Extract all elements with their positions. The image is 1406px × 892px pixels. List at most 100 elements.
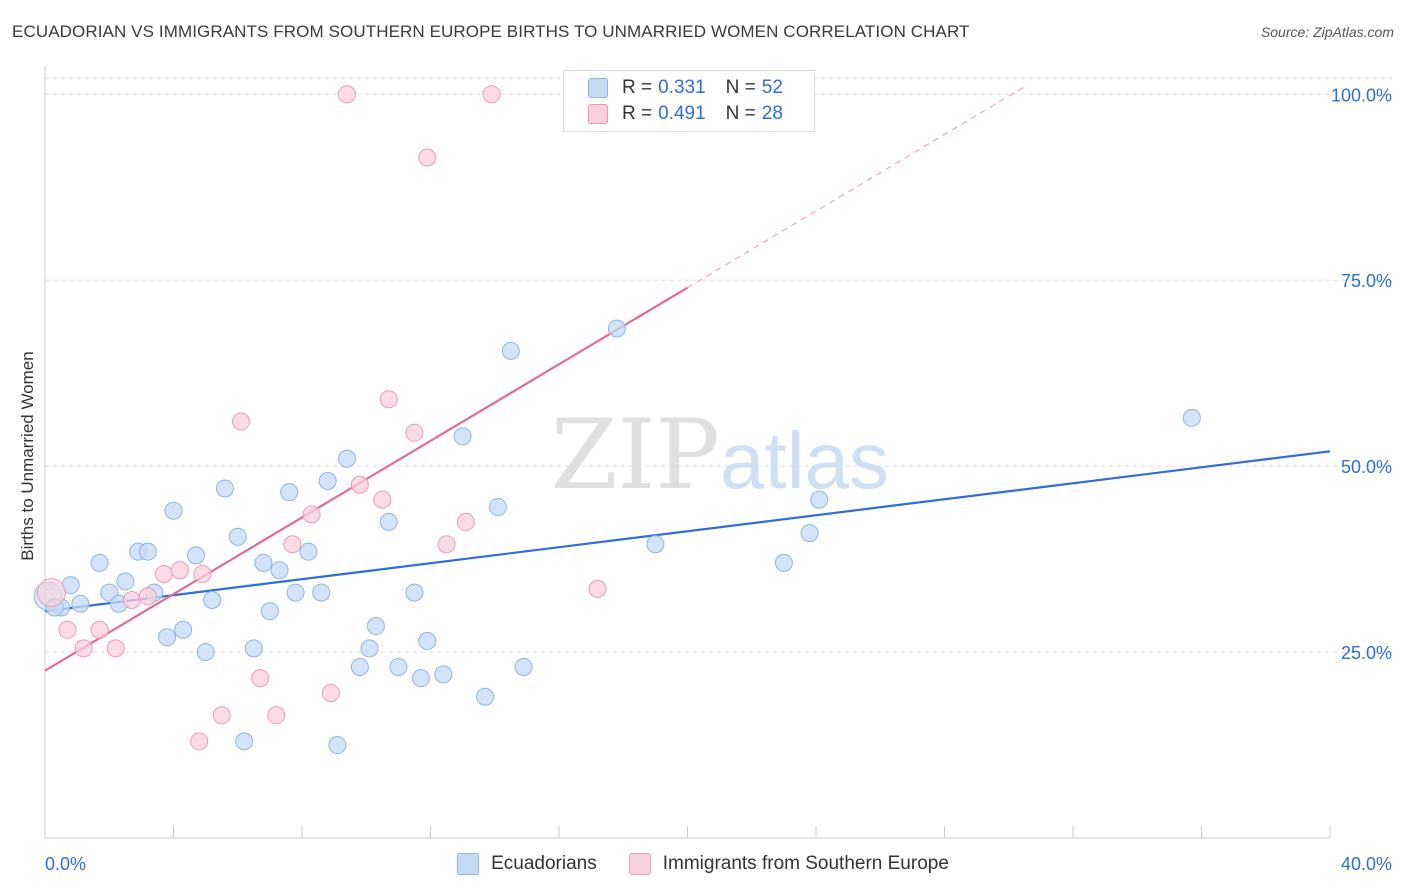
point-pink [379,390,398,409]
point-pink [283,535,302,554]
point-blue [646,535,665,554]
point-pink [418,148,437,167]
point-blue [810,490,829,509]
point-pink [251,669,270,688]
point-pink [36,578,66,608]
point-blue [71,594,90,613]
axes [44,66,1331,839]
point-blue [405,583,424,602]
point-pink [122,591,141,610]
point-blue [280,483,299,502]
legend-item-ecuadorians[interactable]: Ecuadorians [457,853,597,875]
n-value: 28 [761,103,783,124]
point-pink [138,587,157,606]
point-blue [318,472,337,491]
x-tick-label: 0.0% [45,854,86,874]
point-pink [321,683,340,702]
data-points [33,85,1201,755]
point-blue [476,687,495,706]
point-pink [337,85,356,104]
point-pink [231,412,250,431]
point-pink [437,535,456,554]
blue-swatch [588,78,608,98]
point-blue [453,427,472,446]
point-blue [260,602,279,621]
point-blue [337,449,356,468]
legend-label: Immigrants from Southern Europe [662,853,949,874]
point-pink [193,564,212,583]
point-pink [405,423,424,442]
trend-lines [44,86,1331,672]
y-tick-label: 75.0% [1341,271,1392,291]
point-pink [350,475,369,494]
gridlines [45,77,1392,653]
n-value: 52 [761,77,783,98]
r-label: R = [622,103,653,124]
point-blue [434,665,453,684]
watermark-zip: ZIP [551,399,720,511]
point-blue [328,736,347,755]
point-blue [411,669,430,688]
point-pink [212,706,231,725]
blue-swatch [457,853,480,875]
point-blue [360,639,379,658]
point-blue [350,657,369,676]
point-pink [456,512,475,531]
point-pink [58,620,77,639]
point-blue [312,583,331,602]
point-pink [90,620,109,639]
point-blue [138,542,157,561]
point-blue [244,639,263,658]
y-tick-label: 50.0% [1341,457,1392,477]
point-blue [418,631,437,650]
point-pink [588,579,607,598]
point-blue [235,732,254,751]
point-pink [106,639,125,658]
n-label: N = [725,77,756,98]
watermark-atlas: atlas [720,416,889,505]
point-pink [267,706,286,725]
trend-line-blue [44,450,1331,613]
point-pink [302,505,321,524]
stats-legend: R = 0.331 N = 52 R = 0.491 N = 28 [563,70,815,132]
point-blue [254,553,273,572]
source-note: Source: ZipAtlas.com [1260,24,1394,40]
point-blue [186,546,205,565]
point-blue [286,583,305,602]
point-blue [389,657,408,676]
x-tick-label: 40.0% [1341,854,1392,874]
legend-item-southern-europe[interactable]: Immigrants from Southern Europe [628,853,949,875]
legend-label: Ecuadorians [491,853,597,874]
point-blue [774,553,793,572]
point-blue [514,657,533,676]
point-blue [299,542,318,561]
point-blue [800,524,819,543]
point-blue [379,512,398,531]
y-tick-label: 100.0% [1331,85,1392,105]
point-blue [366,617,385,636]
point-pink [373,490,392,509]
point-pink [154,564,173,583]
point-pink [170,561,189,580]
point-blue [164,501,183,520]
point-blue [215,479,234,498]
point-blue [90,553,109,572]
r-value: 0.491 [658,103,706,124]
chart-title: ECUADORIAN VS IMMIGRANTS FROM SOUTHERN E… [12,22,970,41]
stats-row-southern-europe: R = 0.491 N = 28 [588,101,783,127]
r-value: 0.331 [658,77,706,98]
point-blue [196,643,215,662]
point-blue [174,620,193,639]
stats-row-ecuadorians: R = 0.331 N = 52 [588,75,783,101]
point-blue [116,572,135,591]
point-blue [501,341,520,360]
pink-swatch [588,104,608,124]
point-blue [228,527,247,546]
point-pink [74,639,93,658]
point-blue [158,628,177,647]
y-tick-label: 25.0% [1341,643,1392,663]
tick-labels: 25.0% 50.0% 75.0% 100.0% 0.0% 40.0% [45,85,1392,874]
pink-swatch [628,853,651,875]
point-pink [190,732,209,751]
